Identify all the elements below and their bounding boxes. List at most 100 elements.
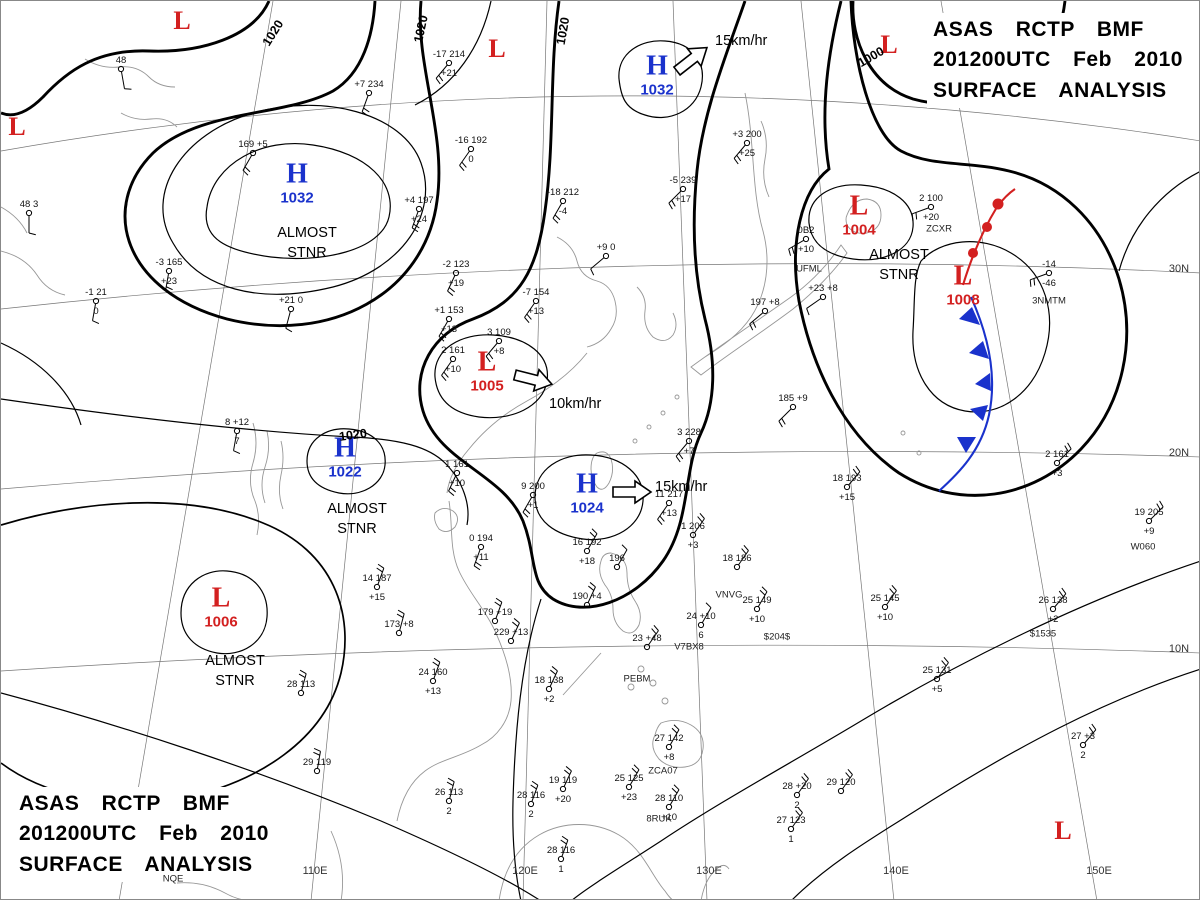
station-value: +21 xyxy=(441,68,457,79)
pressure-center-l-1006: L 1006 xyxy=(204,584,237,630)
latitude-label: 10N xyxy=(1168,643,1190,655)
station-plot: 19 205 +9 xyxy=(1134,500,1164,537)
station-plot: 25 125 +23 xyxy=(614,764,644,803)
station-value: 0 xyxy=(93,306,98,317)
station-value: 8 +12 xyxy=(225,417,249,428)
isobar-bold xyxy=(794,1,1129,497)
station-plot: 28 113 xyxy=(287,669,315,697)
station-value: 19 119 xyxy=(549,775,577,786)
station-plot: 2 100 +20 xyxy=(911,193,943,223)
station-plot: 197 +8 xyxy=(749,297,780,331)
isobar xyxy=(792,669,1199,899)
station-value: 2 xyxy=(794,800,799,811)
isobar xyxy=(1118,171,1199,272)
station-value: 29 119 xyxy=(303,757,331,768)
station-plot: 18 193 +15 xyxy=(832,465,862,503)
station-plot: 48 3 xyxy=(20,199,38,236)
longitude-label: 150E xyxy=(1086,865,1112,877)
station-value: 14 187 xyxy=(362,573,391,584)
station-value: -7 154 xyxy=(523,287,550,298)
station-plot: -17 214 +21 xyxy=(433,49,465,85)
station-value: 0 194 xyxy=(469,533,493,544)
station-value: +23 xyxy=(621,792,637,803)
station-plot: 1 161 +10 xyxy=(445,459,469,496)
isobar xyxy=(512,598,542,899)
station-value: -18 212 xyxy=(547,187,579,198)
pressure-letter: H xyxy=(286,158,308,190)
station-value: 11 217 xyxy=(655,489,683,500)
coastline-philippines xyxy=(562,552,704,768)
station-value: 2 161 xyxy=(441,345,465,356)
station-plot: 1 206 +3 xyxy=(681,512,705,551)
station-value: +8 xyxy=(494,346,505,357)
warm-front-symbol xyxy=(968,248,978,258)
station-value: +23 +8 xyxy=(808,283,838,294)
station-plot: 25 145 +10 xyxy=(870,584,900,623)
station-id-label: NQE xyxy=(162,873,184,885)
station-plot: 23 +48 xyxy=(632,624,662,651)
station-plot: -18 212 -4 xyxy=(547,187,579,224)
station-value: 23 +48 xyxy=(632,633,661,644)
movement-note: ALMOST STNR xyxy=(277,225,337,262)
station-plot: 14 187 +15 xyxy=(362,563,392,603)
coastline-layer xyxy=(1,58,922,899)
station-value: 1 xyxy=(788,834,793,845)
isobar-bold xyxy=(1,1,271,117)
pressure-value: 1004 xyxy=(842,221,876,239)
pressure-center-h-1032: H 1032 xyxy=(640,52,673,98)
station-value: +20 xyxy=(555,794,571,805)
station-plot: -2 123 +19 xyxy=(443,259,469,296)
station-value: -3 165 xyxy=(156,257,183,268)
cold-front xyxy=(938,296,994,492)
pressure-center-l-1004: L 1004 xyxy=(842,192,876,239)
coastline-south-china xyxy=(396,352,614,822)
station-value: 29 120 xyxy=(826,777,855,788)
station-plot: 179 +19 xyxy=(478,597,512,625)
station-value: 18 186 xyxy=(722,553,751,564)
station-value: +24 xyxy=(411,214,427,225)
longitude-label: 140E xyxy=(883,865,909,877)
title-line-1: ASAS RCTP BMF xyxy=(933,18,1144,41)
station-value: +10 xyxy=(749,614,765,625)
station-value: -4 xyxy=(559,206,567,217)
station-value: +3 xyxy=(688,540,699,551)
coastline-northeast-asia xyxy=(556,92,882,376)
station-value: 25 145 xyxy=(870,593,899,604)
movement-note: ALMOST STNR xyxy=(869,247,929,284)
station-value: +13 xyxy=(528,306,544,317)
station-value: -1 21 xyxy=(85,287,107,298)
station-value: 2 xyxy=(528,809,533,820)
station-value: 25 149 xyxy=(742,595,771,606)
station-plot: -1 21 0 xyxy=(85,287,107,325)
station-value: +18 xyxy=(579,556,595,567)
station-value: 0 xyxy=(468,154,473,165)
latitude-label: 20N xyxy=(1168,447,1190,459)
rivers-and-misc xyxy=(1,58,770,536)
title-block-bottom-left: ASAS RCTP BMF 201200UTC Feb 2010 SURFACE… xyxy=(13,787,275,883)
station-value: +5 xyxy=(932,684,943,695)
station-value: +4 197 xyxy=(404,195,433,206)
station-plot: 2 161 +10 xyxy=(441,345,465,382)
station-plot: 24 160 +13 xyxy=(418,657,448,697)
movement-note: ALMOST STNR xyxy=(327,501,387,538)
station-id-label: PEBM xyxy=(623,673,651,685)
station-value: +7 234 xyxy=(354,79,383,90)
station-plot: 26 113 2 xyxy=(435,777,463,817)
station-value: +25 xyxy=(739,148,755,159)
isobar xyxy=(912,241,1051,413)
movement-speed-label: 10km/hr xyxy=(549,396,602,412)
isobar-bold xyxy=(418,1,747,609)
movement-speed-label: 15km/hr xyxy=(655,479,708,495)
station-plot: 29 120 xyxy=(826,768,856,795)
station-plot: 16 192 +18 xyxy=(572,528,602,567)
station-value: +17 xyxy=(675,194,691,205)
station-value: +20 xyxy=(923,212,939,223)
station-value: -17 214 xyxy=(433,49,465,60)
station-plot: 196 xyxy=(609,544,628,571)
pressure-value: 1005 xyxy=(470,377,504,395)
station-value: 3 228 xyxy=(677,427,701,438)
coastline-south xyxy=(176,824,730,899)
isobar xyxy=(1,501,346,804)
station-plot: 18 138 +2 xyxy=(534,666,564,705)
